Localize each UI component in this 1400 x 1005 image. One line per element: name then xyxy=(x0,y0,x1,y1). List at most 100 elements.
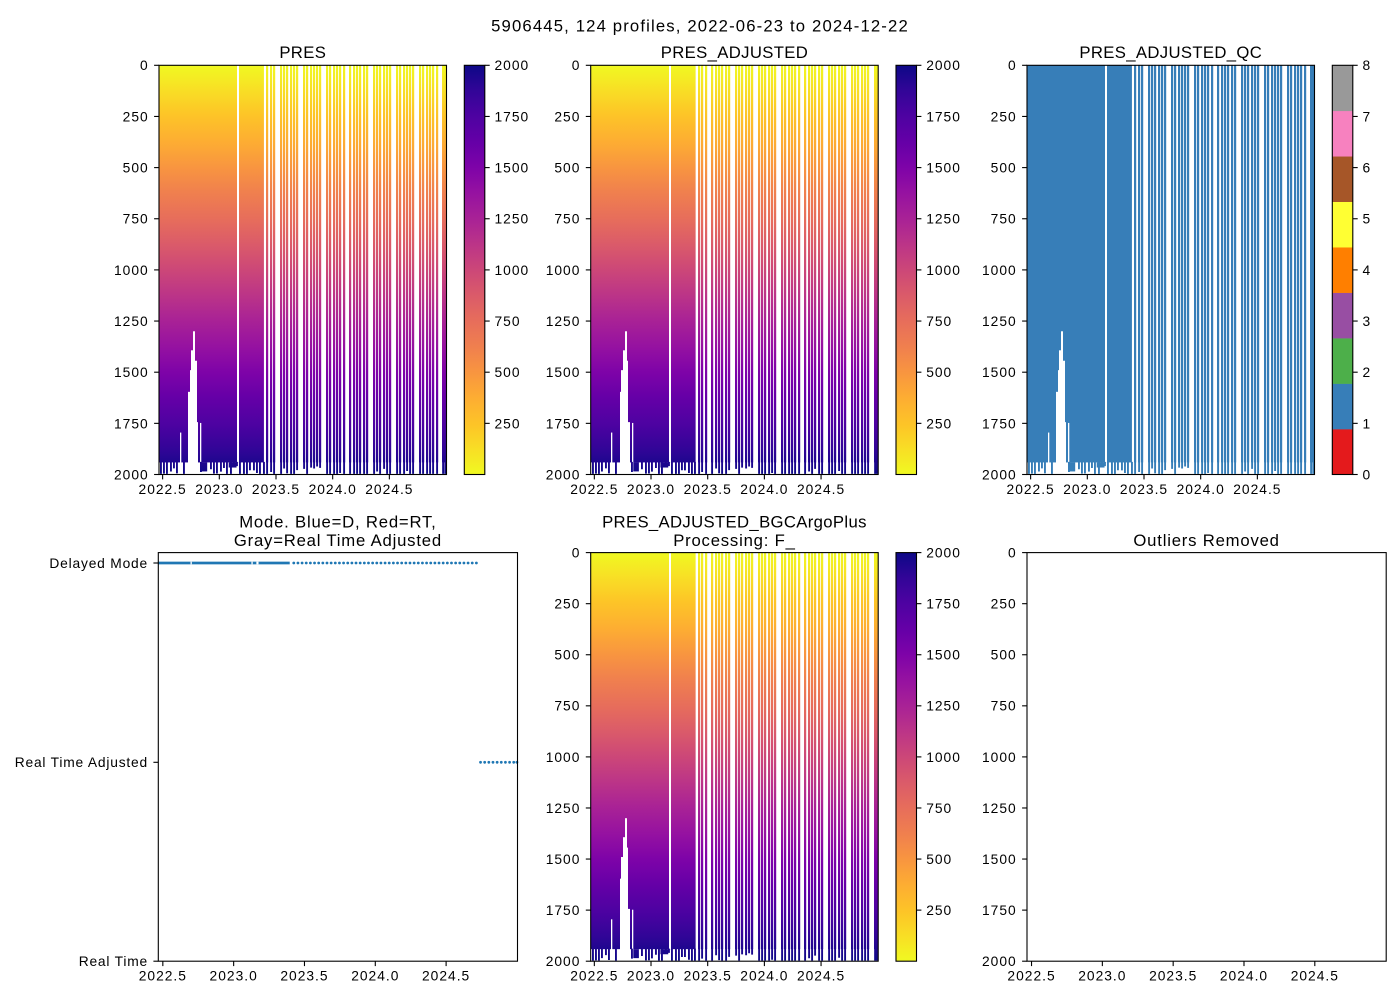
svg-text:Mode. Blue=D, Red=RT,: Mode. Blue=D, Red=RT, xyxy=(239,512,436,531)
svg-text:750: 750 xyxy=(495,314,521,329)
svg-text:2000: 2000 xyxy=(926,58,961,73)
svg-text:2022.5: 2022.5 xyxy=(139,482,187,497)
svg-text:500: 500 xyxy=(991,161,1017,176)
svg-text:2022.5: 2022.5 xyxy=(570,968,618,983)
svg-text:4: 4 xyxy=(1363,263,1372,278)
svg-text:1000: 1000 xyxy=(982,750,1017,765)
svg-text:2023.0: 2023.0 xyxy=(195,482,243,497)
svg-text:2024.0: 2024.0 xyxy=(740,968,788,983)
svg-text:1: 1 xyxy=(1363,416,1372,431)
svg-text:1500: 1500 xyxy=(114,365,149,380)
svg-text:2023.5: 2023.5 xyxy=(684,968,732,983)
svg-text:2023.0: 2023.0 xyxy=(627,482,675,497)
svg-text:Gray=Real Time Adjusted: Gray=Real Time Adjusted xyxy=(234,531,442,550)
svg-text:2023.0: 2023.0 xyxy=(210,968,258,983)
svg-text:2024.5: 2024.5 xyxy=(422,968,470,983)
svg-text:2023.0: 2023.0 xyxy=(1078,968,1126,983)
svg-text:2024.0: 2024.0 xyxy=(1177,482,1225,497)
svg-text:1250: 1250 xyxy=(495,212,530,227)
svg-text:PRES: PRES xyxy=(279,43,326,62)
svg-text:750: 750 xyxy=(926,801,952,816)
svg-text:7: 7 xyxy=(1363,109,1372,124)
svg-text:750: 750 xyxy=(991,699,1017,714)
svg-text:2000: 2000 xyxy=(926,546,961,561)
svg-text:1250: 1250 xyxy=(982,801,1017,816)
svg-text:2023.5: 2023.5 xyxy=(280,968,328,983)
svg-text:1500: 1500 xyxy=(926,648,961,663)
svg-text:1750: 1750 xyxy=(546,903,581,918)
svg-text:1250: 1250 xyxy=(546,801,581,816)
svg-text:500: 500 xyxy=(554,161,580,176)
svg-text:2024.0: 2024.0 xyxy=(740,482,788,497)
svg-text:250: 250 xyxy=(926,903,952,918)
svg-text:2024.5: 2024.5 xyxy=(365,482,413,497)
svg-text:2000: 2000 xyxy=(982,467,1017,482)
svg-text:0: 0 xyxy=(1363,467,1372,482)
svg-text:750: 750 xyxy=(554,212,580,227)
svg-text:750: 750 xyxy=(926,314,952,329)
svg-text:1250: 1250 xyxy=(926,699,961,714)
svg-text:250: 250 xyxy=(991,109,1017,124)
svg-text:PRES_ADJUSTED: PRES_ADJUSTED xyxy=(661,43,808,62)
svg-text:1000: 1000 xyxy=(546,750,581,765)
svg-text:1000: 1000 xyxy=(926,263,961,278)
svg-text:2022.5: 2022.5 xyxy=(139,968,187,983)
svg-text:Real Time: Real Time xyxy=(79,954,148,969)
svg-text:250: 250 xyxy=(991,597,1017,612)
svg-text:1750: 1750 xyxy=(546,416,581,431)
svg-text:1750: 1750 xyxy=(926,109,961,124)
svg-text:1750: 1750 xyxy=(926,597,961,612)
svg-text:2000: 2000 xyxy=(546,467,581,482)
svg-text:250: 250 xyxy=(926,416,952,431)
svg-text:1000: 1000 xyxy=(982,263,1017,278)
svg-text:0: 0 xyxy=(572,546,581,561)
svg-text:2023.5: 2023.5 xyxy=(1149,968,1197,983)
svg-text:2023.0: 2023.0 xyxy=(627,968,675,983)
svg-text:0: 0 xyxy=(572,58,581,73)
svg-text:2024.0: 2024.0 xyxy=(309,482,357,497)
svg-text:1000: 1000 xyxy=(114,263,149,278)
svg-text:1500: 1500 xyxy=(495,161,530,176)
svg-text:1250: 1250 xyxy=(114,314,149,329)
svg-text:0: 0 xyxy=(1008,546,1017,561)
svg-text:250: 250 xyxy=(554,597,580,612)
svg-text:500: 500 xyxy=(991,648,1017,663)
svg-text:2024.0: 2024.0 xyxy=(351,968,399,983)
svg-text:2024.5: 2024.5 xyxy=(1291,968,1339,983)
svg-text:Delayed Mode: Delayed Mode xyxy=(49,556,148,571)
svg-text:0: 0 xyxy=(140,58,149,73)
svg-text:2022.5: 2022.5 xyxy=(1007,482,1055,497)
svg-text:2023.5: 2023.5 xyxy=(1120,482,1168,497)
svg-text:750: 750 xyxy=(123,212,149,227)
svg-text:500: 500 xyxy=(495,365,521,380)
svg-text:1250: 1250 xyxy=(926,212,961,227)
svg-text:1250: 1250 xyxy=(982,314,1017,329)
svg-text:1750: 1750 xyxy=(495,109,530,124)
svg-text:500: 500 xyxy=(926,852,952,867)
svg-text:250: 250 xyxy=(495,416,521,431)
svg-text:500: 500 xyxy=(554,648,580,663)
svg-text:2000: 2000 xyxy=(114,467,149,482)
svg-text:2022.5: 2022.5 xyxy=(570,482,618,497)
svg-text:1500: 1500 xyxy=(926,161,961,176)
svg-text:500: 500 xyxy=(123,161,149,176)
svg-text:250: 250 xyxy=(554,109,580,124)
svg-text:2024.5: 2024.5 xyxy=(797,968,845,983)
svg-text:6: 6 xyxy=(1363,161,1372,176)
svg-text:2024.5: 2024.5 xyxy=(1233,482,1281,497)
svg-text:1500: 1500 xyxy=(982,365,1017,380)
svg-text:1750: 1750 xyxy=(114,416,149,431)
svg-text:0: 0 xyxy=(1008,58,1017,73)
svg-text:PRES_ADJUSTED_BGCArgoPlus: PRES_ADJUSTED_BGCArgoPlus xyxy=(602,512,867,531)
svg-text:2023.5: 2023.5 xyxy=(252,482,300,497)
svg-text:3: 3 xyxy=(1363,314,1372,329)
svg-text:2022.5: 2022.5 xyxy=(1007,968,1055,983)
svg-text:2000: 2000 xyxy=(982,954,1017,969)
svg-text:5906445, 124 profiles, 2022-06: 5906445, 124 profiles, 2022-06-23 to 202… xyxy=(491,16,909,35)
svg-text:1750: 1750 xyxy=(982,416,1017,431)
svg-text:750: 750 xyxy=(554,699,580,714)
svg-text:2023.5: 2023.5 xyxy=(684,482,732,497)
svg-text:2000: 2000 xyxy=(495,58,530,73)
svg-text:PRES_ADJUSTED_QC: PRES_ADJUSTED_QC xyxy=(1079,43,1262,62)
svg-text:1000: 1000 xyxy=(926,750,961,765)
